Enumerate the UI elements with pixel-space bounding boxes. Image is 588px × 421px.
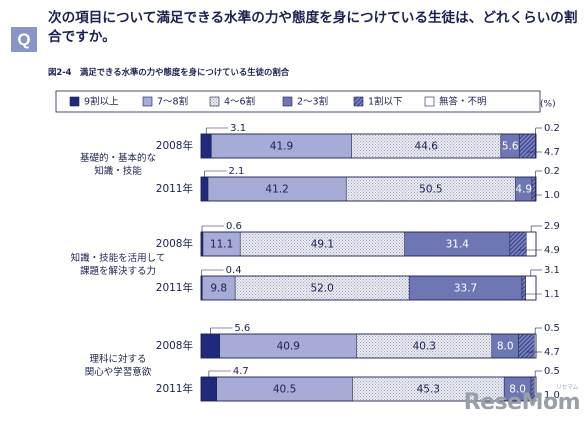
- year-label: 2008年: [156, 237, 193, 250]
- bar-segment: [216, 376, 353, 402]
- bar-segment: [219, 333, 358, 359]
- data-label: 9.8: [210, 283, 227, 295]
- data-label: 8.0: [497, 341, 514, 353]
- data-label: 8.0: [509, 384, 526, 396]
- group-label: 知識・技能を活用して: [71, 252, 166, 264]
- data-label: 0.6: [226, 221, 242, 232]
- legend-label: 7～8割: [157, 96, 188, 108]
- data-label: 33.7: [454, 283, 477, 295]
- legend-swatch: [353, 96, 364, 107]
- bar-segment: [404, 231, 511, 257]
- data-label: 40.5: [273, 384, 296, 396]
- legend-label: 1割以下: [368, 96, 403, 108]
- year-label: 2008年: [156, 339, 193, 352]
- group-label: 課題を解決する力: [80, 265, 156, 277]
- data-label: 45.3: [417, 384, 440, 396]
- bar-segment: [509, 231, 527, 257]
- data-label: 3.1: [544, 265, 560, 276]
- bar-segment: [200, 176, 209, 202]
- watermark-small-text: リセマム: [555, 384, 579, 391]
- bar-outline: [200, 333, 537, 359]
- question-badge: Q: [11, 27, 37, 52]
- group-label: 知識・技能: [94, 165, 142, 177]
- data-label: 5.6: [502, 141, 519, 153]
- data-label: 0.5: [544, 323, 560, 334]
- bar-segment: [211, 133, 352, 159]
- data-label: 49.1: [311, 239, 334, 251]
- data-label: 5.6: [234, 323, 250, 334]
- bar-segment: [234, 275, 410, 301]
- legend-label: 4～6割: [224, 96, 255, 108]
- bar-outline: [200, 231, 537, 257]
- data-label: 41.2: [265, 184, 288, 196]
- legend-box: [55, 90, 541, 113]
- legend-swatch: [424, 96, 435, 107]
- legend-swatch: [142, 96, 153, 107]
- data-label: 3.1: [230, 123, 246, 134]
- unit-label: (%): [540, 100, 556, 110]
- bar-segment: [519, 133, 536, 159]
- bar-segment: [518, 333, 535, 359]
- data-label: 4.7: [233, 366, 249, 377]
- bar-segment: [521, 275, 526, 301]
- bar-segment: [200, 376, 217, 402]
- bar-segment: [531, 176, 536, 202]
- bar-segment: [503, 376, 532, 402]
- data-label: 11.1: [210, 239, 233, 251]
- data-label: 0.5: [544, 366, 560, 377]
- data-label: 1.0: [544, 390, 560, 401]
- legend-swatch: [282, 96, 293, 107]
- bar-segment: [200, 333, 221, 359]
- bar-outline: [200, 176, 537, 202]
- data-label: 1.1: [544, 289, 560, 300]
- bar-outline: [200, 275, 537, 301]
- data-label: 31.4: [446, 239, 470, 251]
- bar-segment: [525, 275, 537, 301]
- data-label: 4.9: [544, 245, 560, 256]
- year-label: 2011年: [156, 382, 193, 395]
- bar-segment: [200, 133, 212, 159]
- group-label: 基礎的・基本的な: [80, 152, 156, 164]
- year-label: 2011年: [156, 281, 193, 294]
- data-label: 52.0: [310, 283, 333, 295]
- bar-segment: [491, 333, 519, 359]
- bar-segment: [351, 133, 502, 159]
- legend-swatch: [69, 96, 80, 107]
- question-text: 次の項目について満足できる水準の力や態度を身につけている生徒は、どれくらいの割合…: [48, 10, 578, 45]
- data-label: 4.7: [544, 147, 560, 158]
- figure-title: 図2-4 満足できる水準の力や態度を身につけている生徒の割合: [48, 67, 290, 77]
- data-label: 4.9: [515, 184, 532, 196]
- data-label: 40.9: [277, 341, 300, 353]
- legend-label: 2～3割: [297, 96, 328, 108]
- legend-swatch: [209, 96, 220, 107]
- data-label: 0.2: [544, 123, 560, 134]
- bar-segment: [352, 376, 505, 402]
- data-label: 41.9: [270, 141, 293, 153]
- bar-outline: [200, 376, 537, 402]
- bar-segment: [408, 275, 523, 301]
- data-label: 1.0: [544, 190, 560, 201]
- legend-label: 無答・不明: [439, 96, 487, 108]
- data-label: 2.1: [229, 166, 245, 177]
- bar-segment: [526, 231, 537, 257]
- watermark-text: ReseMom: [463, 390, 581, 415]
- group-label: 関心や学習意欲: [85, 366, 152, 378]
- resemom-watermark: ReseMom リセマム: [463, 384, 581, 415]
- data-label: 40.3: [413, 341, 436, 353]
- data-label: 2.9: [544, 221, 560, 232]
- legend-label: 9割以上: [84, 96, 119, 108]
- year-label: 2011年: [156, 182, 193, 195]
- data-label: 44.6: [415, 141, 439, 153]
- bar-segment: [207, 176, 347, 202]
- data-label: 4.7: [544, 347, 560, 358]
- year-label: 2008年: [156, 139, 193, 152]
- data-label: 50.5: [419, 184, 442, 196]
- data-label: 0.4: [226, 265, 242, 276]
- data-label: 0.2: [544, 166, 560, 177]
- group-label: 理科に対する: [89, 353, 146, 365]
- bar-outline: [200, 133, 537, 159]
